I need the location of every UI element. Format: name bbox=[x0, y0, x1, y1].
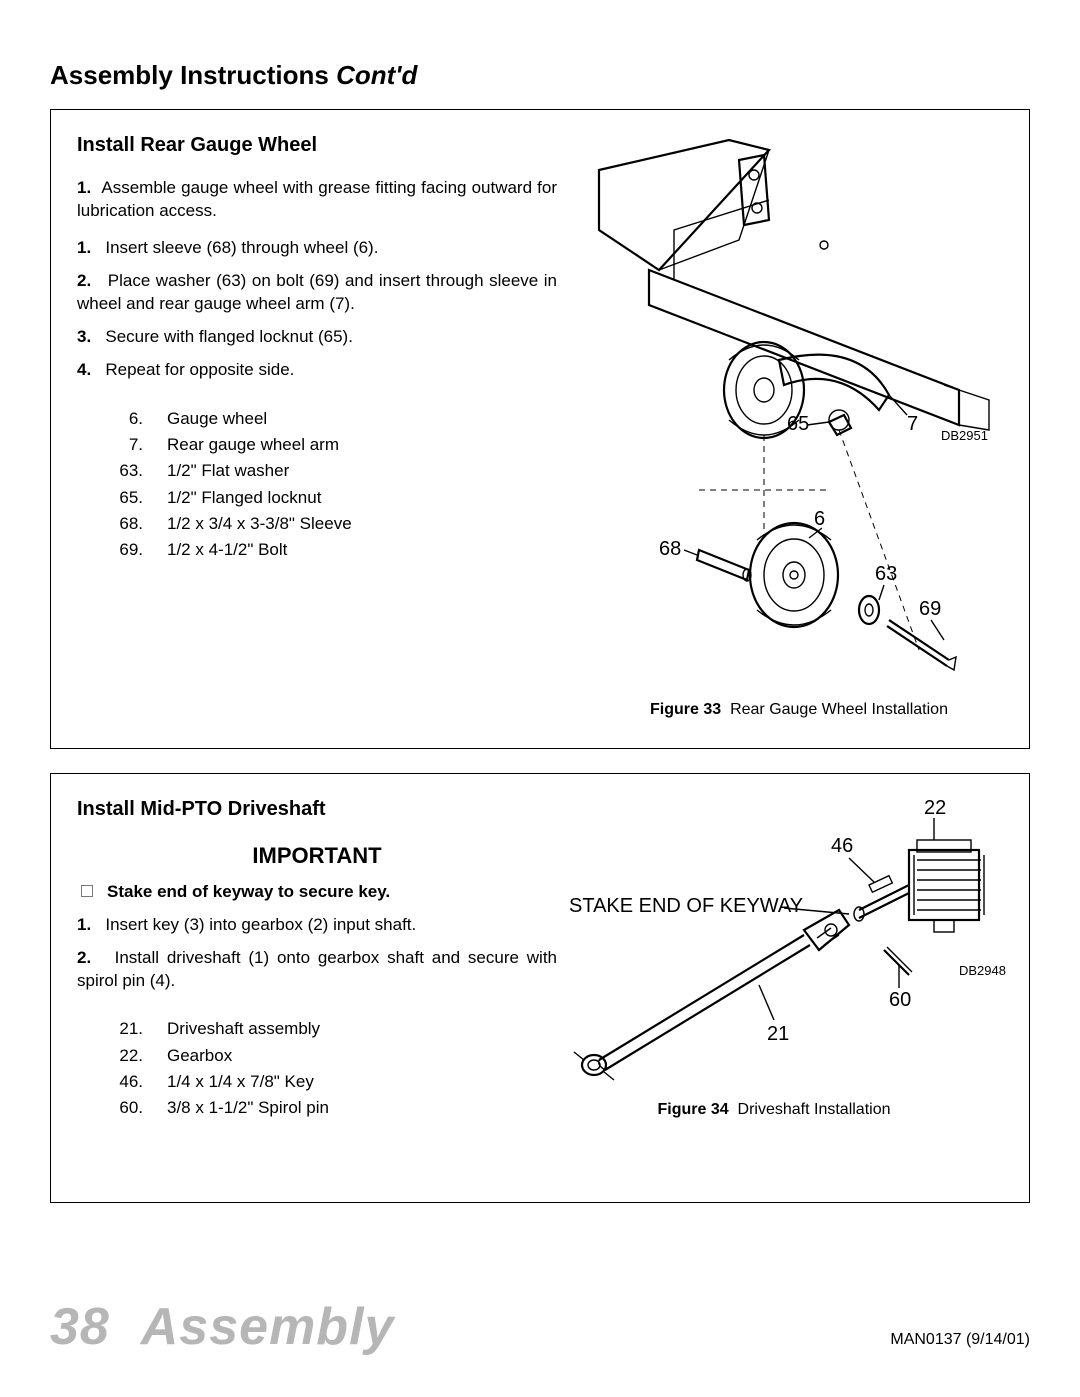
section2-step-2: 2. Install driveshaft (1) onto gearbox s… bbox=[77, 947, 557, 993]
parts-num: 21. bbox=[117, 1016, 167, 1042]
parts-desc: Driveshaft assembly bbox=[167, 1016, 557, 1042]
step-text: Repeat for opposite side. bbox=[105, 360, 294, 379]
step-text: Install driveshaft (1) onto gearbox shaf… bbox=[77, 948, 557, 990]
parts-row: 6.Gauge wheel bbox=[117, 406, 557, 432]
step-text: Place washer (63) on bolt (69) and inser… bbox=[77, 271, 557, 313]
section2-parts-list: 21.Driveshaft assembly 22.Gearbox 46.1/4… bbox=[117, 1016, 557, 1121]
step-num: 3. bbox=[77, 327, 91, 346]
figure-33-svg: 65 7 6 68 63 69 DB2951 bbox=[589, 130, 1009, 690]
callout-46: 46 bbox=[831, 835, 853, 857]
bullet-square-icon bbox=[81, 885, 93, 897]
bullet-text: Stake end of keyway to secure key. bbox=[107, 881, 390, 904]
step-num: 2. bbox=[77, 271, 91, 290]
callout-21: 21 bbox=[767, 1023, 789, 1045]
parts-row: 60.3/8 x 1-1/2" Spirol pin bbox=[117, 1095, 557, 1121]
step-text: Secure with flanged locknut (65). bbox=[105, 327, 353, 346]
footer-doc-id: MAN0137 (9/14/01) bbox=[890, 1331, 1030, 1357]
step-num: 1. bbox=[77, 915, 91, 934]
parts-row: 21.Driveshaft assembly bbox=[117, 1016, 557, 1042]
stake-label: STAKE END OF KEYWAY bbox=[569, 895, 803, 917]
parts-num: 68. bbox=[117, 511, 167, 537]
parts-desc: 1/4 x 1/4 x 7/8" Key bbox=[167, 1069, 557, 1095]
parts-desc: Rear gauge wheel arm bbox=[167, 432, 557, 458]
parts-desc: Gearbox bbox=[167, 1043, 557, 1069]
figure-34-text: Driveshaft Installation bbox=[738, 1101, 891, 1118]
section2-text-column: Install Mid-PTO Driveshaft IMPORTANT Sta… bbox=[77, 796, 557, 1122]
callout-63: 63 bbox=[875, 563, 897, 585]
parts-row: 7.Rear gauge wheel arm bbox=[117, 432, 557, 458]
callout-22: 22 bbox=[924, 797, 946, 819]
parts-desc: 1/2" Flat washer bbox=[167, 458, 557, 484]
parts-desc: 1/2" Flanged locknut bbox=[167, 485, 557, 511]
page-title-main: Assembly Instructions bbox=[50, 60, 329, 90]
lead-text: Assemble gauge wheel with grease fitting… bbox=[77, 178, 557, 220]
step-num: 1. bbox=[77, 238, 91, 257]
section-mid-pto-driveshaft: Install Mid-PTO Driveshaft IMPORTANT Sta… bbox=[50, 773, 1030, 1203]
figure-33-text: Rear Gauge Wheel Installation bbox=[730, 701, 948, 718]
figure-34: 22 46 60 21 STAKE END OF KEYWAY DB2948 F… bbox=[539, 790, 1009, 1119]
parts-desc: 1/2 x 4-1/2" Bolt bbox=[167, 537, 557, 563]
section1-title: Install Rear Gauge Wheel bbox=[77, 132, 557, 159]
callout-65: 65 bbox=[787, 413, 809, 435]
section2-title: Install Mid-PTO Driveshaft bbox=[77, 796, 557, 823]
page-footer: 38 Assembly MAN0137 (9/14/01) bbox=[50, 1297, 1030, 1357]
parts-row: 63.1/2" Flat washer bbox=[117, 458, 557, 484]
parts-desc: 1/2 x 3/4 x 3-3/8" Sleeve bbox=[167, 511, 557, 537]
parts-desc: Gauge wheel bbox=[167, 406, 557, 432]
parts-num: 46. bbox=[117, 1069, 167, 1095]
page-title: Assembly Instructions Cont'd bbox=[50, 60, 1030, 91]
section1-lead: 1. Assemble gauge wheel with grease fitt… bbox=[77, 177, 557, 223]
step-text: Insert key (3) into gearbox (2) input sh… bbox=[105, 915, 416, 934]
callout-69: 69 bbox=[919, 598, 941, 620]
important-bullet: Stake end of keyway to secure key. bbox=[77, 881, 557, 904]
section1-step-3: 3. Secure with flanged locknut (65). bbox=[77, 326, 557, 349]
page-title-suffix: Cont'd bbox=[336, 60, 417, 90]
important-heading: IMPORTANT bbox=[77, 841, 557, 871]
callout-68: 68 bbox=[659, 538, 681, 560]
step-num: 2. bbox=[77, 948, 91, 967]
step-text: Insert sleeve (68) through wheel (6). bbox=[105, 238, 378, 257]
parts-num: 7. bbox=[117, 432, 167, 458]
figure-code: DB2948 bbox=[959, 963, 1006, 978]
parts-row: 46.1/4 x 1/4 x 7/8" Key bbox=[117, 1069, 557, 1095]
parts-row: 68.1/2 x 3/4 x 3-3/8" Sleeve bbox=[117, 511, 557, 537]
lead-num: 1. bbox=[77, 178, 91, 197]
parts-row: 69.1/2 x 4-1/2" Bolt bbox=[117, 537, 557, 563]
step-num: 4. bbox=[77, 360, 91, 379]
parts-num: 65. bbox=[117, 485, 167, 511]
parts-row: 65.1/2" Flanged locknut bbox=[117, 485, 557, 511]
figure-33-caption: Figure 33 Rear Gauge Wheel Installation bbox=[589, 701, 1009, 719]
parts-num: 69. bbox=[117, 537, 167, 563]
section-rear-gauge-wheel: Install Rear Gauge Wheel 1. Assemble gau… bbox=[50, 109, 1030, 749]
section1-step-2: 2. Place washer (63) on bolt (69) and in… bbox=[77, 270, 557, 316]
figure-34-label: Figure 34 bbox=[658, 1101, 729, 1118]
section1-step-4: 4. Repeat for opposite side. bbox=[77, 359, 557, 382]
parts-num: 6. bbox=[117, 406, 167, 432]
footer-page-num: 38 bbox=[50, 1298, 110, 1356]
figure-34-caption: Figure 34 Driveshaft Installation bbox=[539, 1101, 1009, 1119]
parts-num: 63. bbox=[117, 458, 167, 484]
section1-step-1: 1. Insert sleeve (68) through wheel (6). bbox=[77, 237, 557, 260]
section1-text-column: Install Rear Gauge Wheel 1. Assemble gau… bbox=[77, 132, 557, 564]
figure-34-svg: 22 46 60 21 STAKE END OF KEYWAY DB2948 bbox=[539, 790, 1009, 1090]
figure-33: 65 7 6 68 63 69 DB2951 Figure 33 Rear Ga… bbox=[589, 130, 1009, 719]
section2-step-1: 1. Insert key (3) into gearbox (2) input… bbox=[77, 914, 557, 937]
footer-left: 38 Assembly bbox=[50, 1297, 394, 1357]
parts-num: 60. bbox=[117, 1095, 167, 1121]
parts-num: 22. bbox=[117, 1043, 167, 1069]
callout-6: 6 bbox=[814, 508, 825, 530]
parts-desc: 3/8 x 1-1/2" Spirol pin bbox=[167, 1095, 557, 1121]
callout-7: 7 bbox=[907, 413, 918, 435]
figure-33-label: Figure 33 bbox=[650, 701, 721, 718]
callout-60: 60 bbox=[889, 989, 911, 1011]
section1-parts-list: 6.Gauge wheel 7.Rear gauge wheel arm 63.… bbox=[117, 406, 557, 564]
parts-row: 22.Gearbox bbox=[117, 1043, 557, 1069]
footer-section: Assembly bbox=[141, 1298, 395, 1356]
figure-code: DB2951 bbox=[941, 428, 988, 443]
